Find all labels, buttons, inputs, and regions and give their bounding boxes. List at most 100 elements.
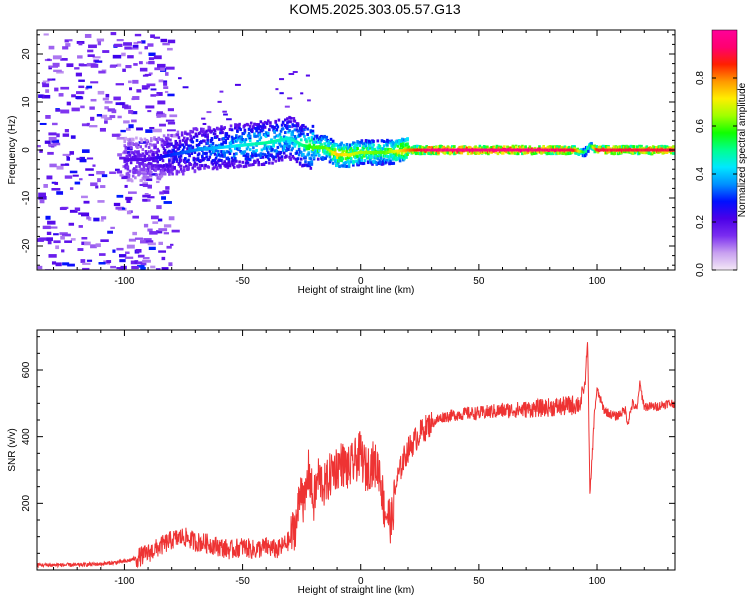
- spectrogram-cell: [174, 154, 178, 158]
- spectrogram-cell: [203, 139, 206, 143]
- spectrogram-cell: [136, 127, 143, 131]
- spectrogram-cell: [182, 86, 189, 89]
- spectrogram-cell: [158, 79, 164, 83]
- spectrogram-cell: [154, 143, 157, 147]
- spectrogram-cell: [178, 139, 182, 143]
- spectrogram-cell: [78, 42, 83, 46]
- spectrogram-cell: [400, 151, 404, 155]
- spectrogram-cell: [167, 39, 176, 44]
- spectrogram-cell: [549, 152, 553, 156]
- spectrogram-cell: [378, 144, 382, 148]
- spectrogram-cell: [206, 133, 209, 137]
- spectrogram-cell: [339, 144, 342, 148]
- spectrogram-cell: [146, 83, 156, 87]
- spectrogram-cell: [42, 225, 51, 230]
- spectrogram-cell: [139, 240, 149, 244]
- spectrogram-cell: [281, 127, 285, 131]
- spectrogram-cell: [261, 155, 265, 159]
- spectrogram-cell: [109, 115, 116, 119]
- spectrogram-cell: [81, 236, 88, 240]
- spectrogram-cell: [195, 134, 199, 138]
- spectrogram-cell: [87, 49, 94, 53]
- spectrogram-cell: [262, 162, 266, 166]
- spectrogram-cell: [410, 146, 414, 150]
- spectrogram-cell: [62, 46, 69, 50]
- spectrogram-cell: [249, 163, 253, 167]
- spectrogram-cell: [257, 163, 261, 167]
- spectrogram-cell: [437, 151, 440, 155]
- spectrogram-cell: [353, 154, 356, 158]
- spectrogram-cell: [145, 129, 153, 133]
- spectrogram-cell: [39, 122, 47, 125]
- spectrogram-cell: [116, 247, 124, 251]
- spectrogram-cell: [289, 116, 292, 120]
- snr-y-axis-label: SNR (v/v): [7, 428, 18, 471]
- spectrogram-cell: [521, 152, 524, 156]
- spectrogram-cell: [263, 120, 267, 124]
- spectrogram-cell: [188, 132, 191, 136]
- spectrogram-cell: [318, 137, 321, 141]
- spectrogram-cell: [271, 148, 274, 152]
- spectrogram-cell: [376, 139, 380, 143]
- spectrogram-cell: [298, 133, 302, 137]
- spectrogram-cell: [238, 146, 241, 150]
- spectrogram-cell: [192, 127, 196, 131]
- spectrogram-cell: [310, 160, 314, 164]
- spectrogram-y-tick-label: 10: [21, 96, 32, 108]
- spectrogram-cell: [376, 146, 380, 150]
- spectrogram-cell: [348, 145, 352, 149]
- spectrogram-cell: [292, 124, 296, 128]
- spectrogram-cell: [142, 257, 150, 260]
- spectrogram-cell: [612, 145, 616, 149]
- spectrogram-cell: [226, 136, 230, 140]
- spectrogram-cell: [563, 145, 567, 149]
- spectrogram-cell: [69, 151, 75, 155]
- spectrogram-cell: [282, 140, 286, 144]
- spectrogram-cell: [584, 149, 588, 153]
- spectrogram-cell: [202, 127, 205, 131]
- spectrogram-cell: [328, 155, 332, 159]
- spectrogram-cell: [70, 135, 76, 139]
- spectrogram-cell: [132, 142, 136, 146]
- spectrogram-cell: [138, 51, 143, 55]
- spectrogram-cell: [143, 163, 147, 167]
- spectrogram-cell: [131, 174, 135, 178]
- spectrogram-cell: [47, 240, 52, 245]
- spectrogram-cell: [224, 141, 228, 145]
- spectrogram-cell: [147, 154, 151, 158]
- spectrogram-cell: [55, 245, 60, 250]
- spectrogram-cell: [311, 141, 315, 145]
- spectrogram-cell: [669, 151, 673, 155]
- spectrogram-cell: [393, 145, 397, 149]
- spectrogram-cell: [201, 117, 206, 120]
- spectrogram-cell: [59, 207, 67, 211]
- spectrogram-cell: [85, 168, 94, 171]
- spectrogram-cell: [42, 80, 50, 83]
- spectrogram-cell: [328, 152, 332, 156]
- spectrogram-cell: [499, 145, 503, 149]
- spectrogram-cell: [116, 39, 124, 42]
- spectrogram-cell: [388, 162, 391, 166]
- spectrogram-cell: [294, 157, 298, 161]
- spectrogram-cell: [150, 88, 157, 91]
- spectrogram-cell: [96, 170, 105, 175]
- spectrogram-cell: [220, 125, 223, 129]
- spectrogram-cell: [76, 91, 85, 95]
- spectrogram-cell: [626, 150, 629, 154]
- spectrogram-cell: [105, 93, 110, 98]
- spectrogram-cell: [316, 157, 320, 161]
- spectrogram-cell: [242, 165, 246, 169]
- spectrogram-cell: [164, 140, 168, 144]
- spectrogram-cell: [275, 123, 279, 127]
- spectrogram-cell: [78, 85, 85, 89]
- spectrogram-cell: [107, 230, 113, 234]
- spectrogram-cell: [537, 150, 540, 154]
- spectrogram-cell: [123, 42, 132, 46]
- spectrogram-cell: [159, 123, 166, 127]
- spectrogram-cell: [496, 152, 500, 156]
- spectrogram-cell: [223, 154, 226, 158]
- spectrogram-cell: [152, 153, 155, 157]
- spectrogram-cell: [167, 137, 170, 141]
- spectrogram-cell: [248, 148, 252, 152]
- spectrogram-cell: [163, 224, 172, 228]
